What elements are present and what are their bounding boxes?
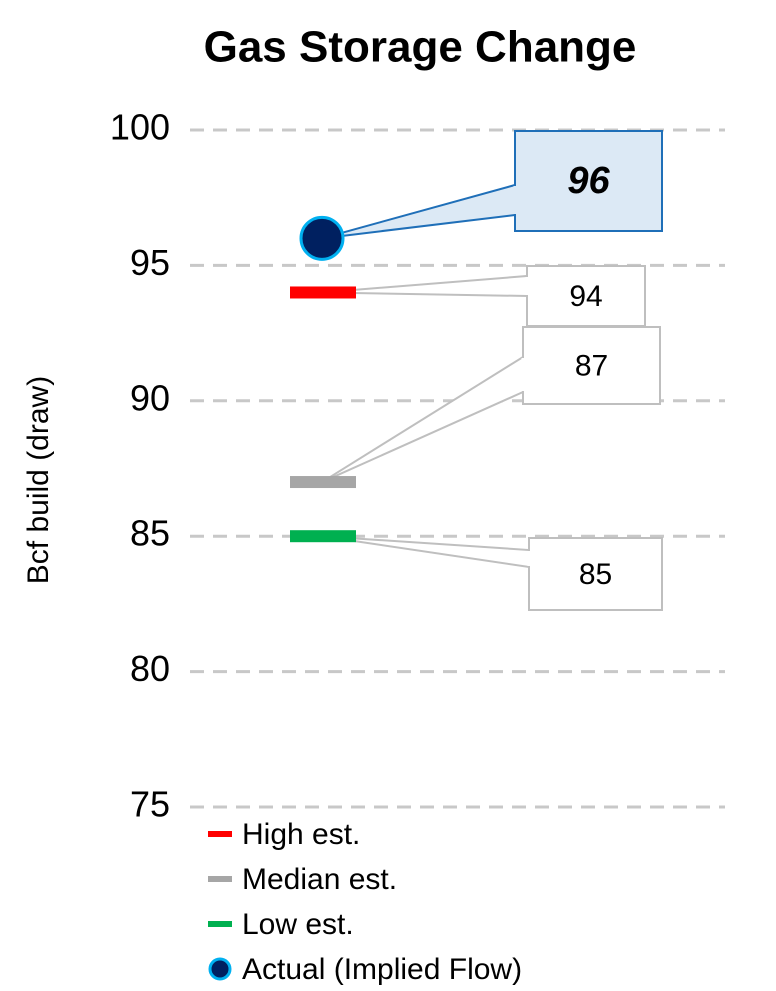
data-label: 85 — [579, 558, 612, 591]
estimate-dash — [290, 286, 356, 299]
y-tick-label: 95 — [130, 242, 170, 283]
y-axis-label: Bcf build (draw) — [22, 376, 55, 584]
callout-box — [514, 130, 663, 232]
callout-box — [522, 326, 661, 405]
legend-marker — [208, 921, 232, 927]
y-tick-label: 80 — [130, 648, 170, 689]
callout-pointer — [321, 355, 524, 483]
estimate-dash — [290, 476, 356, 489]
data-label: 87 — [575, 349, 608, 382]
y-tick-label: 85 — [130, 513, 170, 554]
callout-pointer — [321, 183, 516, 240]
legend-marker — [208, 957, 232, 981]
legend-label: Low est. — [242, 908, 354, 941]
legend-marker — [208, 876, 232, 882]
legend-label: Actual (Implied Flow) — [242, 953, 522, 986]
y-tick-label: 100 — [110, 107, 170, 148]
data-label: 94 — [569, 280, 602, 313]
y-tick-label: 90 — [130, 377, 170, 418]
callout-box — [526, 265, 646, 327]
legend-label: High est. — [242, 818, 360, 851]
chart-title: Gas Storage Change — [204, 23, 637, 72]
legend-label: Median est. — [242, 863, 397, 896]
data-label: 96 — [567, 160, 610, 202]
actual-dot — [299, 215, 345, 261]
estimate-dash — [290, 530, 356, 543]
legend-marker — [208, 831, 232, 837]
callout-box — [528, 537, 663, 611]
y-tick-label: 75 — [130, 784, 170, 825]
